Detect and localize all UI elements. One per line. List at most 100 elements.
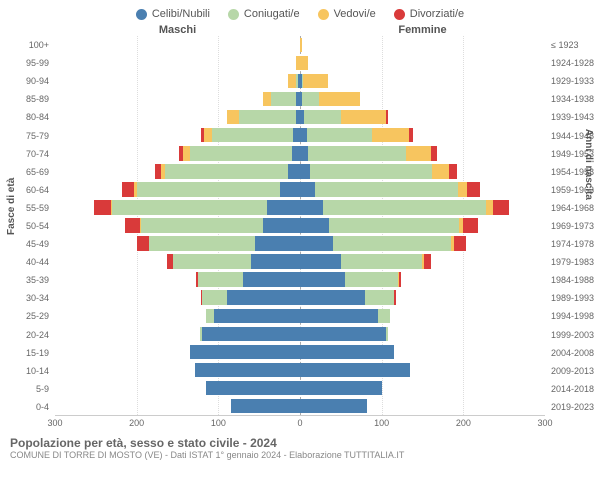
- bar-segment: [141, 218, 264, 232]
- bar-segment: [173, 254, 251, 268]
- bar-segment: [231, 399, 300, 413]
- bar-segment: [300, 182, 315, 196]
- legend-swatch: [228, 9, 239, 20]
- y-tick-age: 40-44: [0, 253, 49, 271]
- bar-segment: [300, 164, 310, 178]
- bar-segment: [165, 164, 288, 178]
- bar-segment: [308, 146, 406, 160]
- bar-segment: [300, 254, 341, 268]
- chart-subtitle: COMUNE DI TORRE DI MOSTO (VE) - Dati IST…: [10, 450, 590, 460]
- y-tick-birth: 1974-1978: [551, 235, 600, 253]
- x-tick: 300: [47, 418, 62, 428]
- bar-segment: [190, 146, 292, 160]
- y-tick-birth: 2019-2023: [551, 398, 600, 416]
- pyramid-row: [55, 108, 545, 126]
- bar-segment: [267, 200, 300, 214]
- bar-segment: [458, 182, 468, 196]
- bar-segment: [372, 128, 409, 142]
- bar-segment: [202, 327, 300, 341]
- header-female: Femmine: [300, 24, 545, 36]
- bar-segment: [300, 290, 365, 304]
- legend-label: Celibi/Nubili: [152, 8, 210, 20]
- bar-segment: [195, 363, 300, 377]
- y-tick-age: 90-94: [0, 72, 49, 90]
- pyramid-row: [55, 54, 545, 72]
- y-tick-age: 30-34: [0, 289, 49, 307]
- x-tick: 200: [129, 418, 144, 428]
- x-tick: 0: [297, 418, 302, 428]
- bar-segment: [137, 236, 149, 250]
- bar-segment: [300, 345, 394, 359]
- bar-segment: [310, 164, 433, 178]
- pyramid-row: [55, 379, 545, 397]
- bar-segment: [300, 200, 323, 214]
- pyramid-row: [55, 253, 545, 271]
- bar-segment: [292, 146, 300, 160]
- pyramid-row: [55, 397, 545, 415]
- y-tick-age: 85-89: [0, 90, 49, 108]
- legend-item: Celibi/Nubili: [136, 8, 210, 20]
- bar-segment: [319, 92, 360, 106]
- bar-segment: [198, 272, 243, 286]
- pyramid-row: [55, 180, 545, 198]
- bar-segment: [263, 92, 271, 106]
- legend-swatch: [318, 9, 329, 20]
- y-tick-birth: 1969-1973: [551, 217, 600, 235]
- pyramid-row: [55, 361, 545, 379]
- bar-segment: [302, 92, 318, 106]
- bar-segment: [365, 290, 394, 304]
- y-tick-age: 15-19: [0, 344, 49, 362]
- bar-segment: [149, 236, 255, 250]
- header-male: Maschi: [55, 24, 300, 36]
- bar-segment: [227, 110, 239, 124]
- plot: [55, 36, 545, 416]
- bar-segment: [263, 218, 300, 232]
- y-tick-age: 10-14: [0, 362, 49, 380]
- bar-segment: [341, 254, 423, 268]
- bar-segment: [255, 236, 300, 250]
- legend-label: Divorziati/e: [410, 8, 464, 20]
- y-tick-age: 25-29: [0, 307, 49, 325]
- bar-segment: [204, 128, 212, 142]
- y-tick-birth: 1929-1933: [551, 72, 600, 90]
- bar-segment: [493, 200, 509, 214]
- bar-segment: [112, 200, 267, 214]
- y-tick-birth: ≤ 1923: [551, 36, 600, 54]
- y-tick-birth: 1994-1998: [551, 307, 600, 325]
- bar-segment: [378, 309, 390, 323]
- bar-segment: [386, 327, 388, 341]
- bar-segment: [333, 236, 451, 250]
- y-axis-right: ≤ 19231924-19281929-19331934-19381939-19…: [545, 36, 600, 416]
- bar-segment: [137, 182, 280, 196]
- bar-segment: [303, 74, 328, 88]
- chart-area: 100+95-9990-9485-8980-8475-7970-7465-696…: [0, 36, 600, 416]
- pyramid-row: [55, 325, 545, 343]
- bar-segment: [190, 345, 300, 359]
- legend-label: Vedovi/e: [334, 8, 376, 20]
- bar-segment: [463, 218, 478, 232]
- bar-segment: [399, 272, 401, 286]
- legend-label: Coniugati/e: [244, 8, 300, 20]
- bar-segment: [345, 272, 398, 286]
- pyramid-row: [55, 90, 545, 108]
- y-tick-age: 45-49: [0, 235, 49, 253]
- bar-segment: [212, 128, 294, 142]
- x-tick: 100: [211, 418, 226, 428]
- y-tick-birth: 1924-1928: [551, 54, 600, 72]
- pyramid-row: [55, 271, 545, 289]
- bar-segment: [227, 290, 301, 304]
- pyramid-row: [55, 343, 545, 361]
- pyramid-row: [55, 126, 545, 144]
- bar-segment: [432, 164, 448, 178]
- y-tick-birth: 2004-2008: [551, 344, 600, 362]
- bar-segment: [300, 309, 378, 323]
- chart-title: Popolazione per età, sesso e stato civil…: [10, 436, 590, 450]
- y-tick-age: 0-4: [0, 398, 49, 416]
- bar-segment: [300, 399, 367, 413]
- bar-segment: [300, 146, 308, 160]
- bar-segment: [300, 56, 308, 70]
- y-tick-birth: 1964-1968: [551, 199, 600, 217]
- y-tick-birth: 1999-2003: [551, 326, 600, 344]
- pyramid-row: [55, 144, 545, 162]
- bar-segment: [202, 290, 227, 304]
